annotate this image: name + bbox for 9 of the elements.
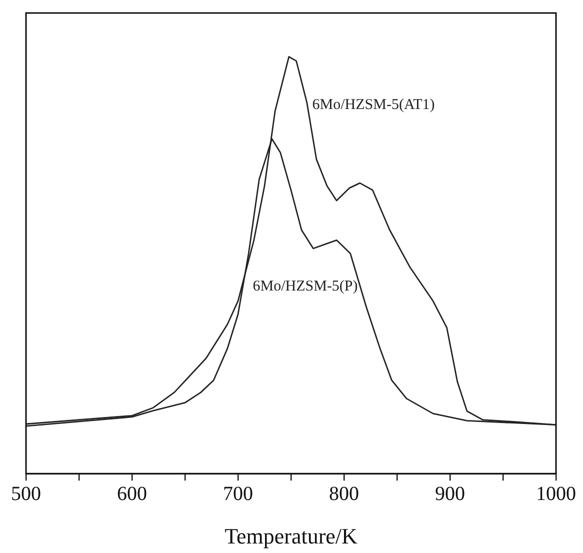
- x-tick-label: 600: [117, 482, 147, 505]
- series-label: 6Mo/HZSM-5(AT1): [312, 96, 435, 113]
- x-tick-label: 500: [11, 482, 41, 505]
- x-tick-label: 700: [223, 482, 253, 505]
- x-tick-label: 1000: [536, 482, 576, 505]
- x-tick-label: 800: [329, 482, 359, 505]
- series-label: 6Mo/HZSM-5(P): [252, 278, 358, 295]
- x-axis-title: Temperature/K: [224, 524, 358, 549]
- x-tick-label: 900: [435, 482, 465, 505]
